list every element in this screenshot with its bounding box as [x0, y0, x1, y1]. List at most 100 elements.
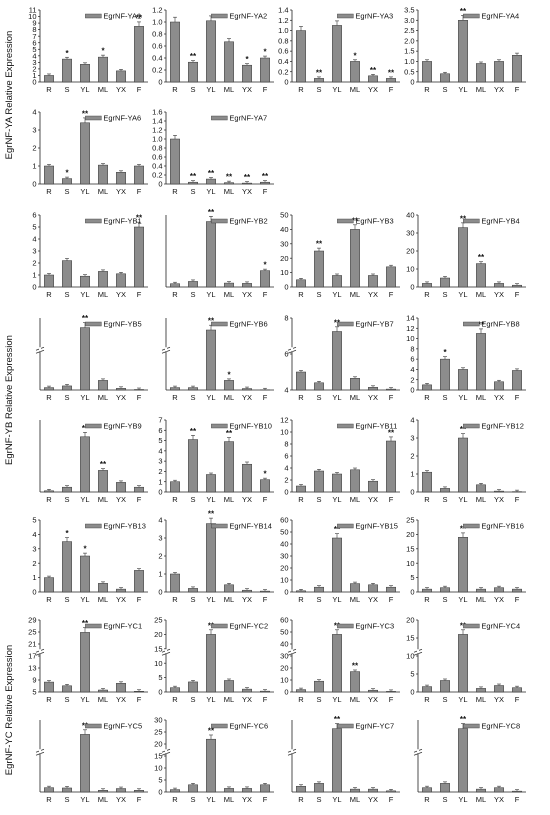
legend-swatch [337, 218, 354, 224]
legend-label: EgrNF-YC3 [355, 622, 394, 631]
y-tick-label: 1.0 [404, 57, 414, 66]
legend-swatch [337, 523, 354, 529]
bar-r [422, 283, 432, 288]
panel-egrnf-ya2: 0 0.2 0.4 0.6 0.8 1.0 1.2 R ** S YL ML * YX * F EgrNF-YA… [152, 6, 274, 94]
category-label: S [64, 85, 69, 94]
bar-r [296, 785, 306, 793]
category-label: R [172, 795, 178, 804]
bar-yl [332, 634, 342, 693]
category-label: YL [80, 290, 89, 299]
category-label: F [137, 795, 142, 804]
bar-f [386, 790, 396, 793]
legend-label: EgrNF-YA1 [103, 12, 141, 21]
category-label: YX [368, 393, 378, 402]
bar-yx [494, 587, 504, 593]
significance-mark: ** [478, 253, 485, 262]
category-label: R [298, 495, 304, 504]
bar-yx [116, 788, 126, 793]
y-tick-label: 2 [32, 259, 36, 268]
bar-r [296, 689, 306, 693]
y-tick-label: 0.2 [278, 67, 288, 76]
bar-yx [116, 388, 126, 391]
bar-s [440, 587, 450, 593]
bar-f [260, 57, 270, 83]
significance-mark: ** [478, 320, 485, 329]
bar-ml [350, 469, 360, 493]
category-label: YL [206, 495, 215, 504]
category-label: YL [332, 393, 341, 402]
y-tick-label: 4 [32, 530, 36, 539]
panel-egrnf-ya4: 0 0.51.01.5 2.02.53.03.5 R S ** YL ML YX F EgrNF-Y… [404, 6, 526, 94]
category-label: S [190, 187, 195, 196]
bar-s [314, 250, 324, 288]
bar-f [386, 440, 396, 493]
category-label: S [64, 393, 69, 402]
bar-s [440, 277, 450, 288]
y-tick-label: 4 [410, 365, 414, 374]
bar-yl [458, 634, 468, 693]
y-tick-label: 1 [32, 271, 36, 280]
axis-break-gap [291, 347, 293, 352]
panel-egrnf-yb6: R S ** YL * ML YX F EgrNF-YB6 [161, 317, 274, 402]
y-tick-label: 10 [280, 576, 288, 585]
bar-yl [206, 523, 216, 593]
y-tick-label: 6 [284, 452, 288, 461]
legend-label: EgrNF-YB6 [229, 320, 267, 329]
legend-swatch [463, 623, 480, 629]
y-tick-label: 30 [406, 229, 414, 238]
legend-swatch [211, 723, 228, 729]
group-ylabel-ya: EgrNF-YA Relative Expression [4, 31, 15, 160]
significance-mark: ** [316, 240, 323, 249]
category-label: YX [116, 795, 126, 804]
bar-ml [476, 484, 486, 493]
bar-yl [332, 25, 342, 83]
category-label: F [137, 393, 142, 402]
panel-egrnf-yb11: 0 2 4 6 8 10 12 R S YL ML YX ** F EgrNF-YB11 [280, 416, 400, 504]
category-label: YL [206, 795, 215, 804]
y-tick-label: 0 [158, 180, 162, 189]
y-tick-label: 40 [406, 211, 414, 220]
category-label: S [316, 393, 321, 402]
category-label: R [172, 695, 178, 704]
category-label: S [190, 393, 195, 402]
category-label: ML [350, 85, 360, 94]
category-label: R [424, 85, 430, 94]
y-tick-label: 0 [410, 386, 414, 395]
panel-egrnf-yb13: 0 1 2 3 4 5 R * S * YL ML YX F EgrNF-YB13 [32, 516, 148, 604]
legend-label: EgrNF-YB4 [481, 217, 519, 226]
category-label: F [389, 495, 394, 504]
category-label: YX [368, 290, 378, 299]
bar-ml [224, 441, 234, 493]
bar-yx [368, 275, 378, 288]
bar-yx [494, 787, 504, 793]
legend-label: EgrNF-YC4 [481, 622, 520, 631]
panel-egrnf-yb12: 0 1 2 3 4 R S ** YL ML YX F EgrNF-YB12 [410, 416, 526, 504]
bar-r [44, 490, 54, 493]
bar-r [170, 573, 180, 593]
y-tick-label: 40 [280, 225, 288, 234]
category-label: YL [332, 795, 341, 804]
y-tick-label: 1.6 [152, 108, 162, 117]
legend-label: EgrNF-YB5 [103, 320, 141, 329]
panel-egrnf-ya6: 0 1 2 3 4 R * S ** YL ML YX F EgrNF-YA6 [32, 108, 148, 196]
y-tick-label: 5 [158, 776, 162, 785]
bar-yx [368, 480, 378, 493]
category-label: R [298, 595, 304, 604]
bar-yl [206, 221, 216, 288]
bar-yx [242, 788, 252, 793]
category-label: ML [350, 290, 360, 299]
y-tick-label: 1.0 [152, 18, 162, 27]
bar-s [62, 260, 72, 288]
y-tick-label: 60 [280, 516, 288, 525]
y-tick-label: 1.2 [152, 126, 162, 135]
category-label: ML [350, 495, 360, 504]
significance-mark: ** [226, 173, 233, 182]
bar-s [440, 680, 450, 693]
y-tick-label: 20 [280, 664, 288, 673]
significance-mark: ** [82, 109, 89, 118]
bar-r [44, 165, 54, 185]
y-tick-label: 2 [284, 476, 288, 485]
category-label: ML [98, 290, 108, 299]
bar-yx [116, 683, 126, 693]
